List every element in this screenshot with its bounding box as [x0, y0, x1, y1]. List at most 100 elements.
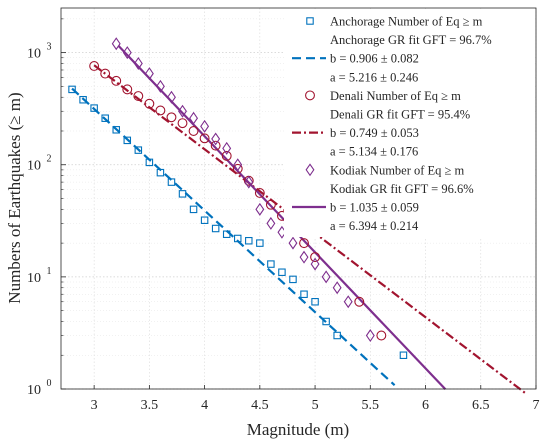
denali-point — [210, 140, 221, 151]
y-tick-base: 10 — [27, 47, 41, 62]
anchorage-point — [200, 216, 209, 224]
x-tick-label: 5.5 — [362, 398, 380, 413]
denali-fit-line — [93, 64, 526, 394]
y-tick-base: 10 — [27, 271, 41, 286]
denali-point — [310, 252, 321, 263]
kodiak-fit-series — [117, 44, 447, 391]
kodiak-fit-line — [117, 44, 447, 391]
y-tick-exponent: 3 — [47, 42, 52, 53]
legend-background — [284, 9, 535, 237]
kodiak-point — [166, 90, 176, 104]
legend-label: Denali Number of Eq ≥ m — [330, 89, 461, 103]
anchorage-point — [278, 268, 286, 276]
anchorage-point — [311, 297, 319, 306]
legend-label: Anchorage Number of Eq ≥ m — [330, 15, 483, 29]
legend-label: Denali GR fit GFT = 95.4% — [330, 108, 470, 122]
y-tick-base: 10 — [27, 159, 41, 174]
x-tick-label: 6.5 — [472, 398, 490, 413]
kodiak-point — [122, 46, 132, 60]
kodiak-point — [200, 119, 210, 133]
anchorage-point — [233, 234, 242, 243]
x-tick-label: 4 — [201, 398, 208, 413]
anchorage-point — [256, 239, 264, 247]
y-tick-exponent: 0 — [47, 378, 52, 389]
x-tick-label: 3.5 — [141, 398, 159, 413]
legend-marker — [306, 17, 314, 25]
denali-point — [166, 112, 177, 123]
anchorage-point — [112, 126, 120, 134]
anchorage-point — [134, 146, 143, 154]
kodiak-point — [310, 257, 320, 271]
kodiak-point — [266, 216, 276, 230]
kodiak-point — [133, 57, 143, 70]
denali-point — [199, 133, 210, 144]
kodiak-point — [332, 281, 342, 295]
denali-point — [144, 98, 155, 109]
legend: Anchorage Number of Eq ≥ m Anchorage GR f… — [292, 15, 492, 233]
anchorage-series — [68, 85, 408, 359]
denali-point — [155, 105, 166, 116]
anchorage-point — [79, 95, 87, 104]
legend-label: Kodiak Number of Eq ≥ m — [330, 163, 465, 177]
anchorage-point — [222, 230, 231, 238]
y-tick-exponent: 1 — [47, 266, 52, 277]
kodiak-point — [244, 175, 254, 189]
legend-label: a = 5.216 ± 0.246 — [330, 70, 418, 84]
anchorage-point — [289, 275, 297, 284]
kodiak-point — [111, 37, 121, 51]
y-tick-label: 10 — [27, 47, 41, 62]
x-axis-label: Magnitude (m) — [247, 420, 349, 439]
anchorage-point — [399, 351, 408, 359]
kodiak-point — [178, 104, 187, 118]
y-tick-base: 10 — [27, 383, 41, 398]
denali-point — [188, 126, 199, 136]
kodiak-point — [222, 141, 232, 155]
legend-label: b = 0.749 ± 0.053 — [330, 126, 419, 140]
denali-point — [299, 238, 309, 249]
x-tick-label: 3 — [91, 398, 98, 413]
data-marks — [68, 37, 526, 394]
kodiak-point — [211, 132, 221, 146]
axis-ticks: 3 3.5 4 4.5 5 5.5 6 6.5 7 10 0 10 1 10 2 10 3 — [27, 18, 540, 413]
kodiak-point — [288, 236, 298, 250]
anchorage-point — [189, 205, 198, 214]
denali-point — [221, 150, 232, 161]
y-tick-label: 10 — [27, 383, 41, 398]
denali-point — [177, 118, 188, 129]
legend-marker — [305, 163, 315, 177]
denali-point — [354, 296, 365, 307]
denali-point — [265, 199, 276, 210]
y-tick-exponent: 2 — [47, 154, 52, 165]
denali-fit-series — [93, 64, 526, 394]
kodiak-point — [155, 79, 165, 93]
y-tick-label: 10 — [27, 271, 41, 286]
kodiak-point — [255, 202, 265, 216]
kodiak-point — [233, 158, 243, 172]
x-tick-label: 4.5 — [251, 398, 269, 413]
kodiak-point — [144, 67, 154, 81]
anchorage-point — [333, 331, 341, 340]
kodiak-point — [343, 295, 353, 309]
kodiak-point — [365, 329, 375, 342]
legend-label: a = 5.134 ± 0.176 — [330, 145, 418, 159]
denali-point — [232, 163, 243, 174]
anchorage-point — [90, 104, 98, 112]
denali-point — [111, 75, 122, 86]
kodiak-point — [299, 250, 309, 264]
legend-label: a = 6.394 ± 0.214 — [330, 219, 419, 233]
anchorage-point — [300, 290, 308, 298]
denali-point — [122, 84, 133, 95]
anchorage-point — [167, 178, 176, 186]
anchorage-point — [123, 136, 132, 145]
legend-label: b = 1.035 ± 0.059 — [330, 201, 419, 215]
y-axis-label: Numbers of Earthquakes (≥ m) — [5, 92, 24, 303]
kodiak-point — [189, 111, 199, 125]
anchorage-point — [211, 224, 220, 233]
anchorage-point — [156, 168, 165, 177]
y-tick-label: 10 — [27, 159, 41, 174]
denali-point — [254, 188, 265, 198]
denali-point — [100, 68, 111, 79]
x-tick-label: 6 — [422, 398, 429, 413]
anchorage-point — [178, 190, 187, 198]
